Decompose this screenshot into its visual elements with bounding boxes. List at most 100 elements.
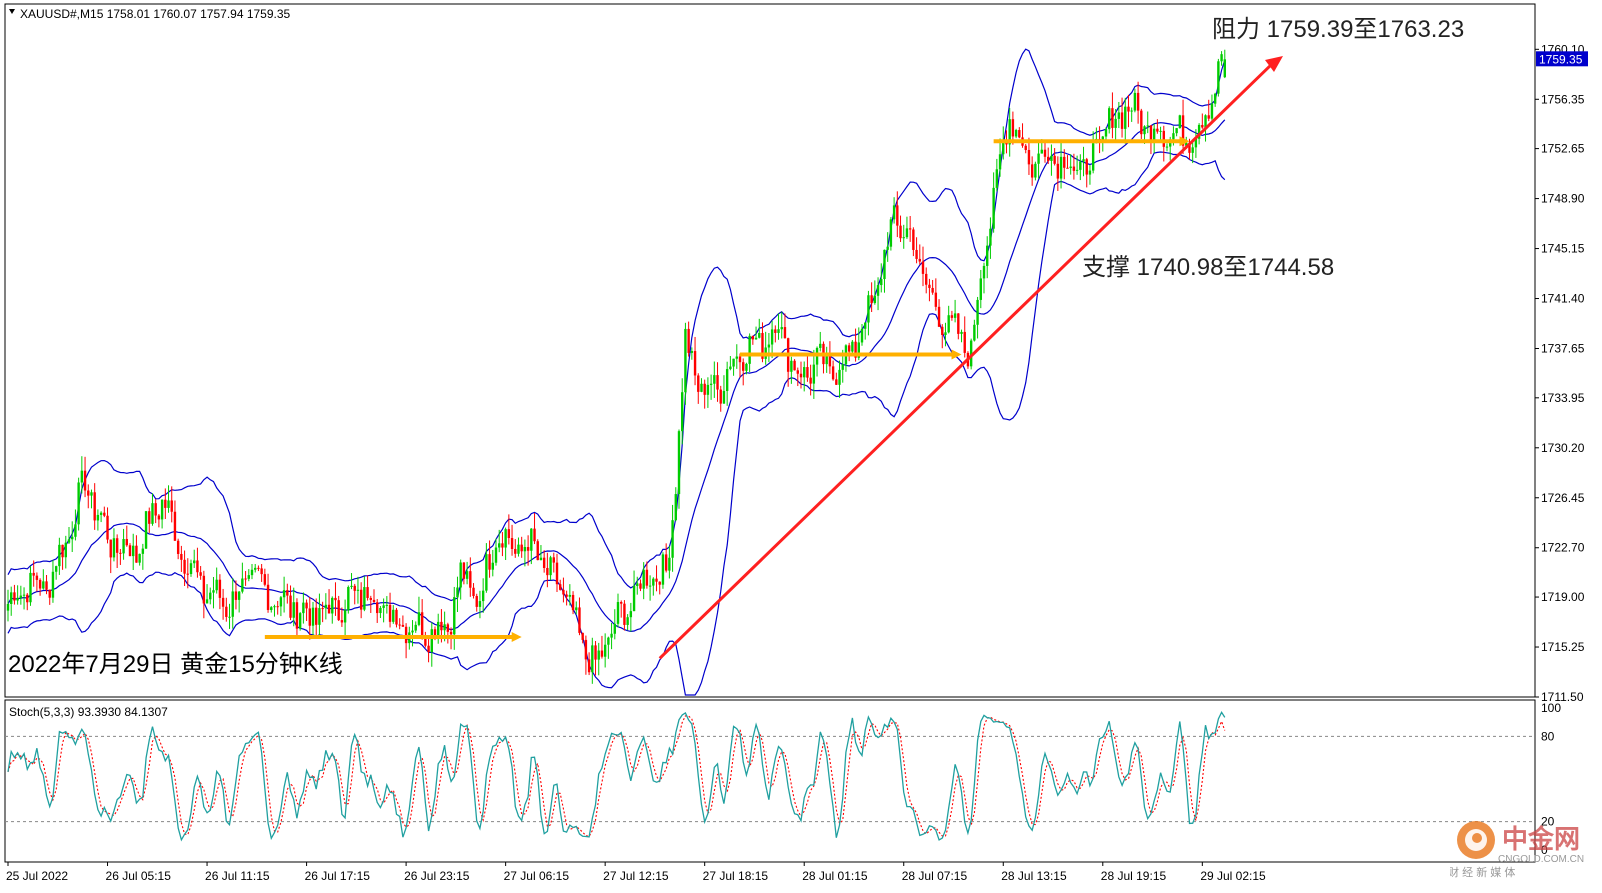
price-tick-label: 1741.40 xyxy=(1541,292,1585,306)
candle-body xyxy=(276,606,279,608)
candle-body xyxy=(546,567,549,576)
candle-body xyxy=(937,306,941,327)
candle-body xyxy=(1011,119,1015,137)
candle-body xyxy=(67,539,71,543)
cngold-logo-icon: 中金网 CNGOLD.COM.CN 中 文 财 经 新 媒 体 xyxy=(1420,821,1584,879)
candle-body xyxy=(1072,166,1076,171)
candle-body xyxy=(1063,156,1066,168)
candle-body xyxy=(112,538,116,558)
time-tick-label: 28 Jul 19:15 xyxy=(1101,869,1167,883)
candle-body xyxy=(465,571,469,579)
candle-body xyxy=(642,569,645,589)
candle-body xyxy=(1037,153,1040,164)
candle-body xyxy=(498,543,501,548)
candle-body xyxy=(523,547,527,552)
candle-body xyxy=(334,597,337,601)
candle-body xyxy=(652,578,655,586)
candle-body xyxy=(1034,163,1037,178)
candle-body xyxy=(122,539,125,554)
candle-body xyxy=(469,571,472,588)
candle-body xyxy=(273,606,276,608)
candle-body xyxy=(16,597,19,601)
candle-body xyxy=(311,607,315,626)
candle-body xyxy=(193,560,196,564)
candle-body xyxy=(308,608,311,626)
candle-body xyxy=(1008,119,1011,145)
candle-body xyxy=(6,603,10,611)
candle-body xyxy=(58,544,61,567)
candle-body xyxy=(1018,130,1021,138)
candle-body xyxy=(1014,130,1018,137)
candle-body xyxy=(709,383,713,385)
candle-body xyxy=(1030,164,1034,178)
candle-body xyxy=(337,600,340,621)
price-tick-label: 1726.45 xyxy=(1541,491,1585,505)
candle-body xyxy=(575,607,578,611)
candle-body xyxy=(828,355,832,367)
candle-body xyxy=(234,591,238,600)
candle-body xyxy=(1082,159,1085,162)
candles-group xyxy=(6,49,1226,684)
symbol-dropdown-icon[interactable] xyxy=(9,9,15,14)
candle-body xyxy=(748,335,751,364)
candle-body xyxy=(93,492,96,521)
candle-body xyxy=(90,492,93,496)
candle-body xyxy=(119,552,122,554)
candle-body xyxy=(1223,59,1226,78)
candle-body xyxy=(857,342,860,358)
candle-body xyxy=(51,571,55,598)
support-annotation: 支撑 1740.98至1744.58 xyxy=(1082,254,1334,281)
candle-body xyxy=(1210,103,1214,119)
candle-body xyxy=(71,536,74,540)
candle-body xyxy=(241,578,244,592)
candle-body xyxy=(1040,149,1043,154)
candle-body xyxy=(96,514,100,521)
candle-body xyxy=(305,602,308,609)
candle-body xyxy=(48,589,51,598)
candle-body xyxy=(324,604,328,609)
candle-body xyxy=(581,632,584,640)
chart-caption: 2022年7月29日 黄金15分钟K线 xyxy=(8,651,343,678)
candle-body xyxy=(151,503,154,524)
price-tick-label: 1722.70 xyxy=(1541,541,1585,555)
candle-body xyxy=(244,578,247,580)
trend-line-arrowhead xyxy=(1265,56,1283,72)
candle-body xyxy=(645,569,649,586)
candle-body xyxy=(806,367,809,378)
candle-body xyxy=(77,482,80,525)
stoch-main-line xyxy=(7,710,1226,842)
candle-body xyxy=(430,629,433,653)
candle-body xyxy=(491,562,494,570)
candle-body xyxy=(703,383,706,395)
price-tick-label: 1711.50 xyxy=(1541,690,1584,704)
candle-body xyxy=(697,375,700,392)
candle-body xyxy=(10,592,13,604)
candle-body xyxy=(132,545,135,557)
candle-body xyxy=(481,590,485,602)
candle-body xyxy=(1133,92,1137,111)
candle-body xyxy=(144,511,148,549)
candle-body xyxy=(912,229,915,250)
candle-body xyxy=(976,299,979,325)
candle-body xyxy=(456,587,459,598)
candle-body xyxy=(80,470,84,483)
candle-body xyxy=(584,639,588,660)
candle-body xyxy=(54,566,58,572)
candle-body xyxy=(600,650,604,657)
stoch-tick-label: 80 xyxy=(1541,729,1555,743)
candle-body xyxy=(552,557,555,563)
candle-body xyxy=(1201,124,1204,128)
main-pane-frame xyxy=(4,3,1536,698)
candle-body xyxy=(886,246,889,250)
candle-body xyxy=(1130,110,1133,112)
time-tick-label: 26 Jul 11:15 xyxy=(205,869,270,883)
candle-body xyxy=(536,541,539,561)
candle-body xyxy=(639,583,642,589)
candle-body xyxy=(1056,163,1060,179)
candle-body xyxy=(282,590,286,598)
time-tick-label: 27 Jul 12:15 xyxy=(603,869,669,883)
candle-body xyxy=(690,351,694,353)
candle-body xyxy=(607,637,610,645)
candle-body xyxy=(934,292,938,307)
candle-body xyxy=(1043,149,1047,157)
